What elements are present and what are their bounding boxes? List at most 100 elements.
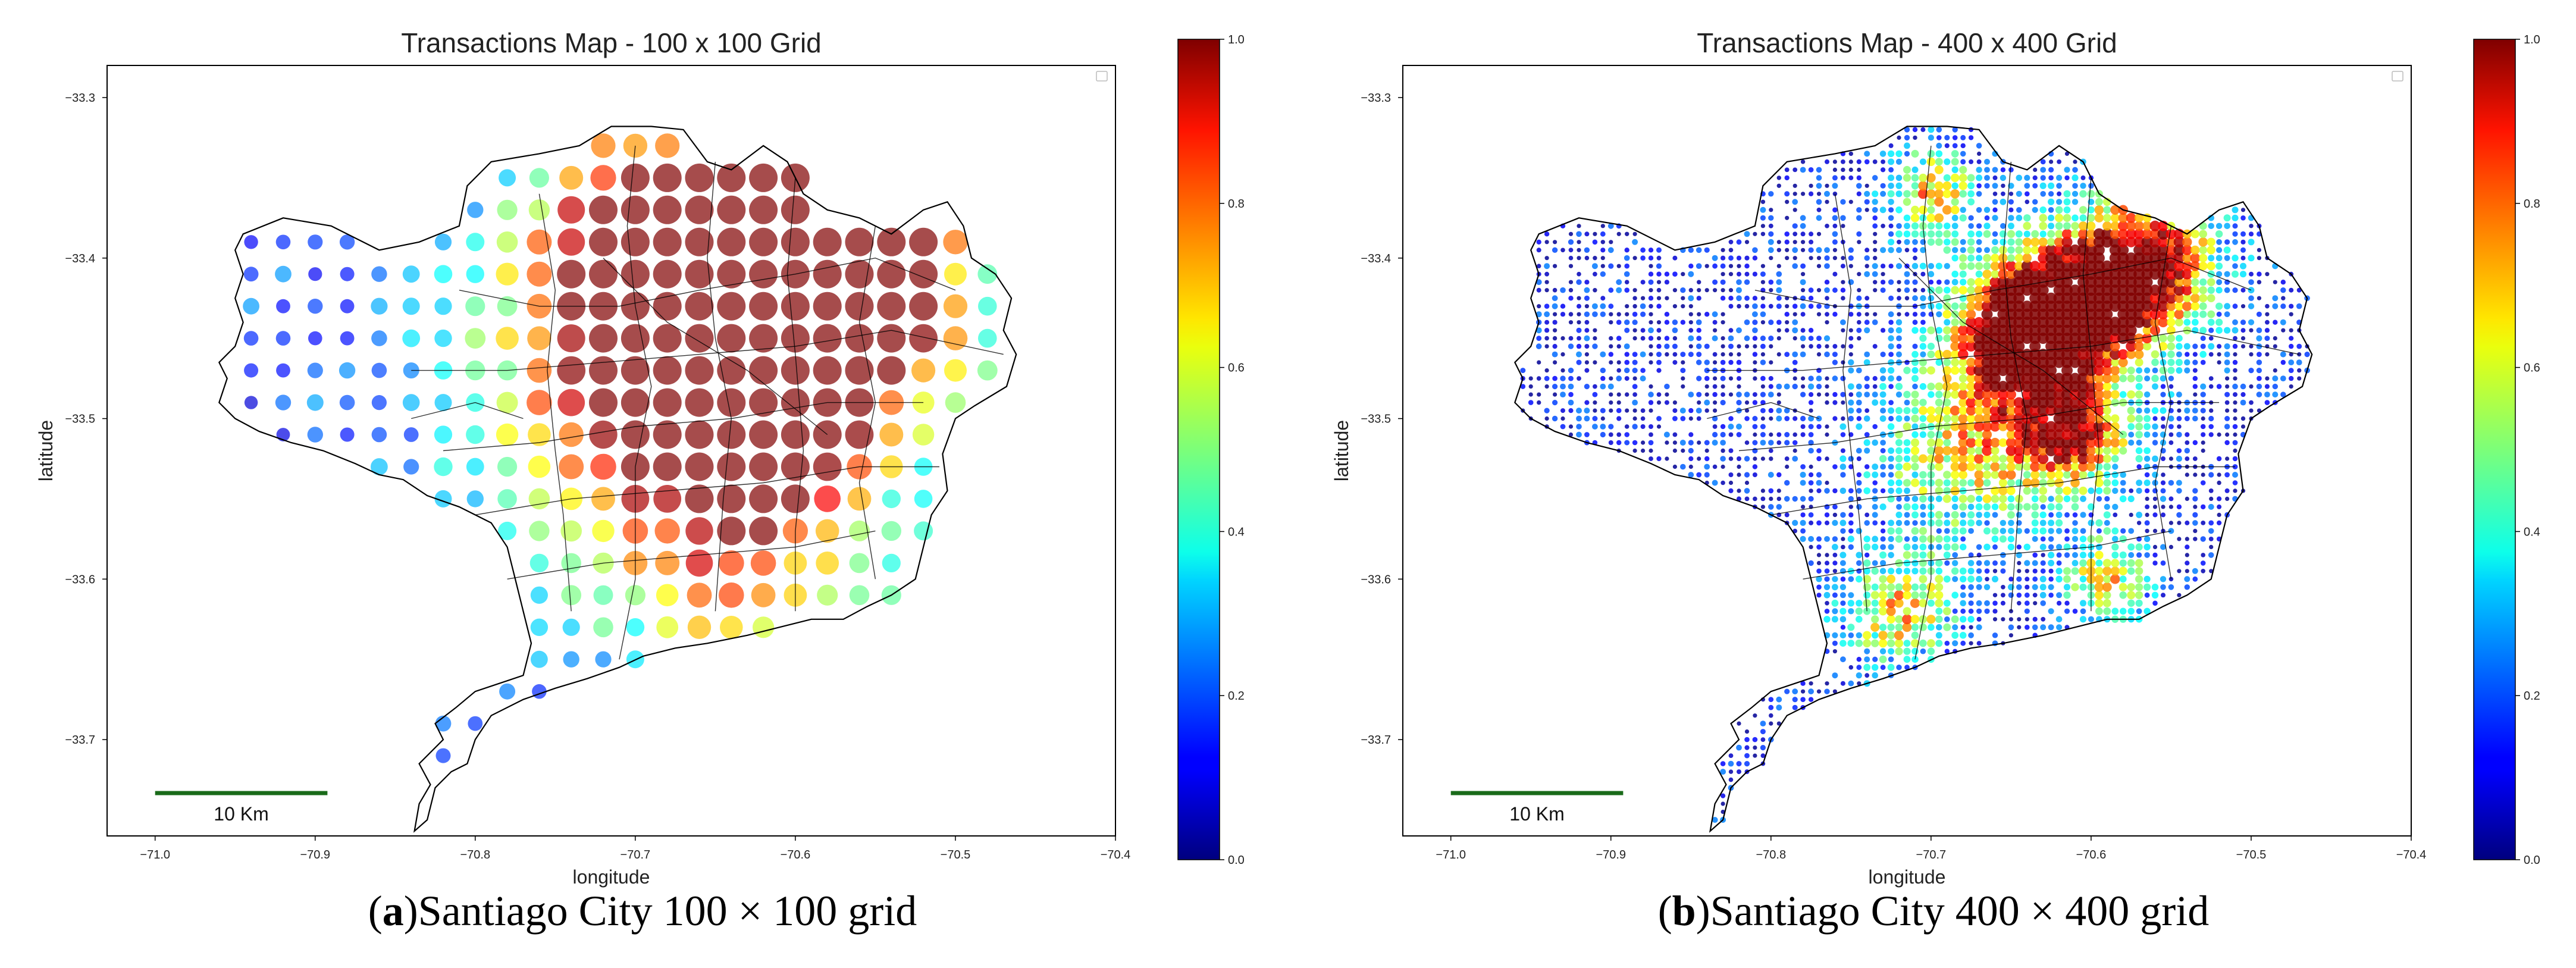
data-point [2185,537,2189,541]
data-point [1712,263,1718,269]
data-point [2048,167,2054,173]
data-point [849,553,870,574]
data-point [1704,312,1710,317]
data-point [1809,488,1813,493]
data-point [1887,527,1895,535]
data-point [717,356,746,385]
data-point [1926,582,1936,592]
data-point [1823,584,1831,590]
data-point [2185,544,2190,550]
data-point [1943,326,1951,334]
data-point [2061,445,2073,456]
data-point [2072,512,2078,518]
data-point [2184,367,2190,374]
data-point [717,420,746,449]
data-point [1832,400,1838,405]
data-point [1609,320,1613,325]
data-point [1973,325,1985,336]
data-point [2125,308,2137,320]
commune-boundary [1738,402,2220,452]
data-point [2048,175,2054,181]
data-point [1800,415,1806,422]
data-point [2161,593,2166,598]
data-point [2086,462,2096,472]
data-point [1856,552,1863,559]
data-point [2037,381,2049,393]
data-point [1864,391,1870,397]
data-point [2030,246,2039,255]
data-point [1903,190,1911,198]
data-point [1888,231,1894,237]
data-point [1982,454,1992,463]
data-point [2192,576,2198,582]
data-point [1895,174,1903,181]
data-point [1632,352,1638,357]
data-point [1584,400,1590,405]
data-point [653,292,682,321]
data-point [498,521,517,540]
data-point [1997,324,2009,336]
data-point [2135,455,2143,463]
data-point [1903,174,1911,182]
data-point [2039,479,2047,487]
data-point [1744,472,1750,478]
data-point [1584,352,1589,357]
data-point [1934,213,1944,223]
data-point [1792,312,1797,317]
data-point [557,324,585,353]
data-point [2102,365,2113,375]
data-point [1520,368,1526,374]
data-point [1992,569,1998,574]
data-point [2014,253,2023,262]
data-point [1808,697,1814,702]
data-point [2144,375,2151,382]
data-point [1769,256,1773,261]
data-point [1544,280,1549,284]
data-point [1553,392,1557,397]
data-point [813,324,842,353]
data-point [2016,214,2023,221]
data-point [1616,440,1622,446]
data-point [2126,236,2137,248]
data-point [749,420,778,449]
data-point [1816,175,1822,181]
data-point [2207,318,2215,326]
data-point [1912,295,1918,302]
data-point [1895,206,1903,214]
data-point [1976,247,1982,253]
data-point [1831,599,1839,607]
data-point [2232,359,2238,365]
data-point [2232,223,2238,229]
data-point [1856,560,1862,566]
data-point [2240,239,2246,245]
data-point [2103,446,2111,455]
data-point [1904,399,1910,406]
data-point [589,388,618,417]
data-point [1951,278,1958,286]
data-point [1616,416,1622,421]
data-point [1896,335,1902,342]
data-point [1928,126,1935,133]
data-point [1832,359,1838,365]
data-point [2005,389,2016,400]
data-point [1880,375,1886,382]
data-point [2128,552,2135,558]
data-point [2257,296,2261,300]
data-point [2217,360,2221,365]
data-point [1895,479,1903,487]
data-point [2110,205,2120,215]
data-point [1935,230,1943,238]
data-point [1951,173,1960,183]
data-point [1688,464,1693,469]
data-point [1944,519,1951,527]
data-point [1640,424,1646,429]
data-point [2007,479,2015,487]
data-point [1989,300,2001,312]
data-point [1809,464,1813,469]
data-point [2193,472,2198,477]
data-point [2104,496,2110,502]
data-point [2168,456,2173,461]
data-point [1919,486,1928,496]
data-point [1904,665,1910,671]
data-point [1825,456,1829,461]
